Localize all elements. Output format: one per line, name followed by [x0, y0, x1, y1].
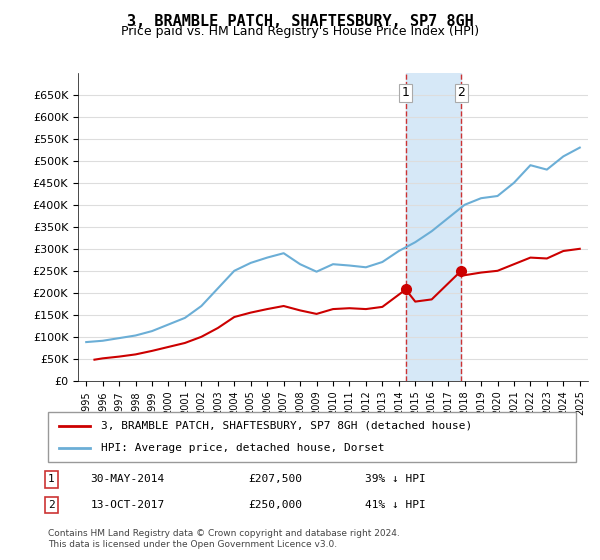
Text: 13-OCT-2017: 13-OCT-2017: [90, 500, 164, 510]
Text: 3, BRAMBLE PATCH, SHAFTESBURY, SP7 8GH (detached house): 3, BRAMBLE PATCH, SHAFTESBURY, SP7 8GH (…: [101, 421, 472, 431]
Text: 39% ↓ HPI: 39% ↓ HPI: [365, 474, 425, 484]
Text: 2: 2: [48, 500, 55, 510]
Text: HPI: Average price, detached house, Dorset: HPI: Average price, detached house, Dors…: [101, 443, 385, 453]
Text: £250,000: £250,000: [248, 500, 302, 510]
Text: 3, BRAMBLE PATCH, SHAFTESBURY, SP7 8GH: 3, BRAMBLE PATCH, SHAFTESBURY, SP7 8GH: [127, 14, 473, 29]
Text: 2: 2: [457, 86, 465, 99]
Text: Contains HM Land Registry data © Crown copyright and database right 2024.
This d: Contains HM Land Registry data © Crown c…: [48, 529, 400, 549]
Text: Price paid vs. HM Land Registry's House Price Index (HPI): Price paid vs. HM Land Registry's House …: [121, 25, 479, 38]
FancyBboxPatch shape: [48, 412, 576, 462]
Text: £207,500: £207,500: [248, 474, 302, 484]
Text: 1: 1: [48, 474, 55, 484]
Text: 30-MAY-2014: 30-MAY-2014: [90, 474, 164, 484]
Text: 1: 1: [402, 86, 410, 99]
Bar: [406, 73, 461, 381]
Text: 41% ↓ HPI: 41% ↓ HPI: [365, 500, 425, 510]
